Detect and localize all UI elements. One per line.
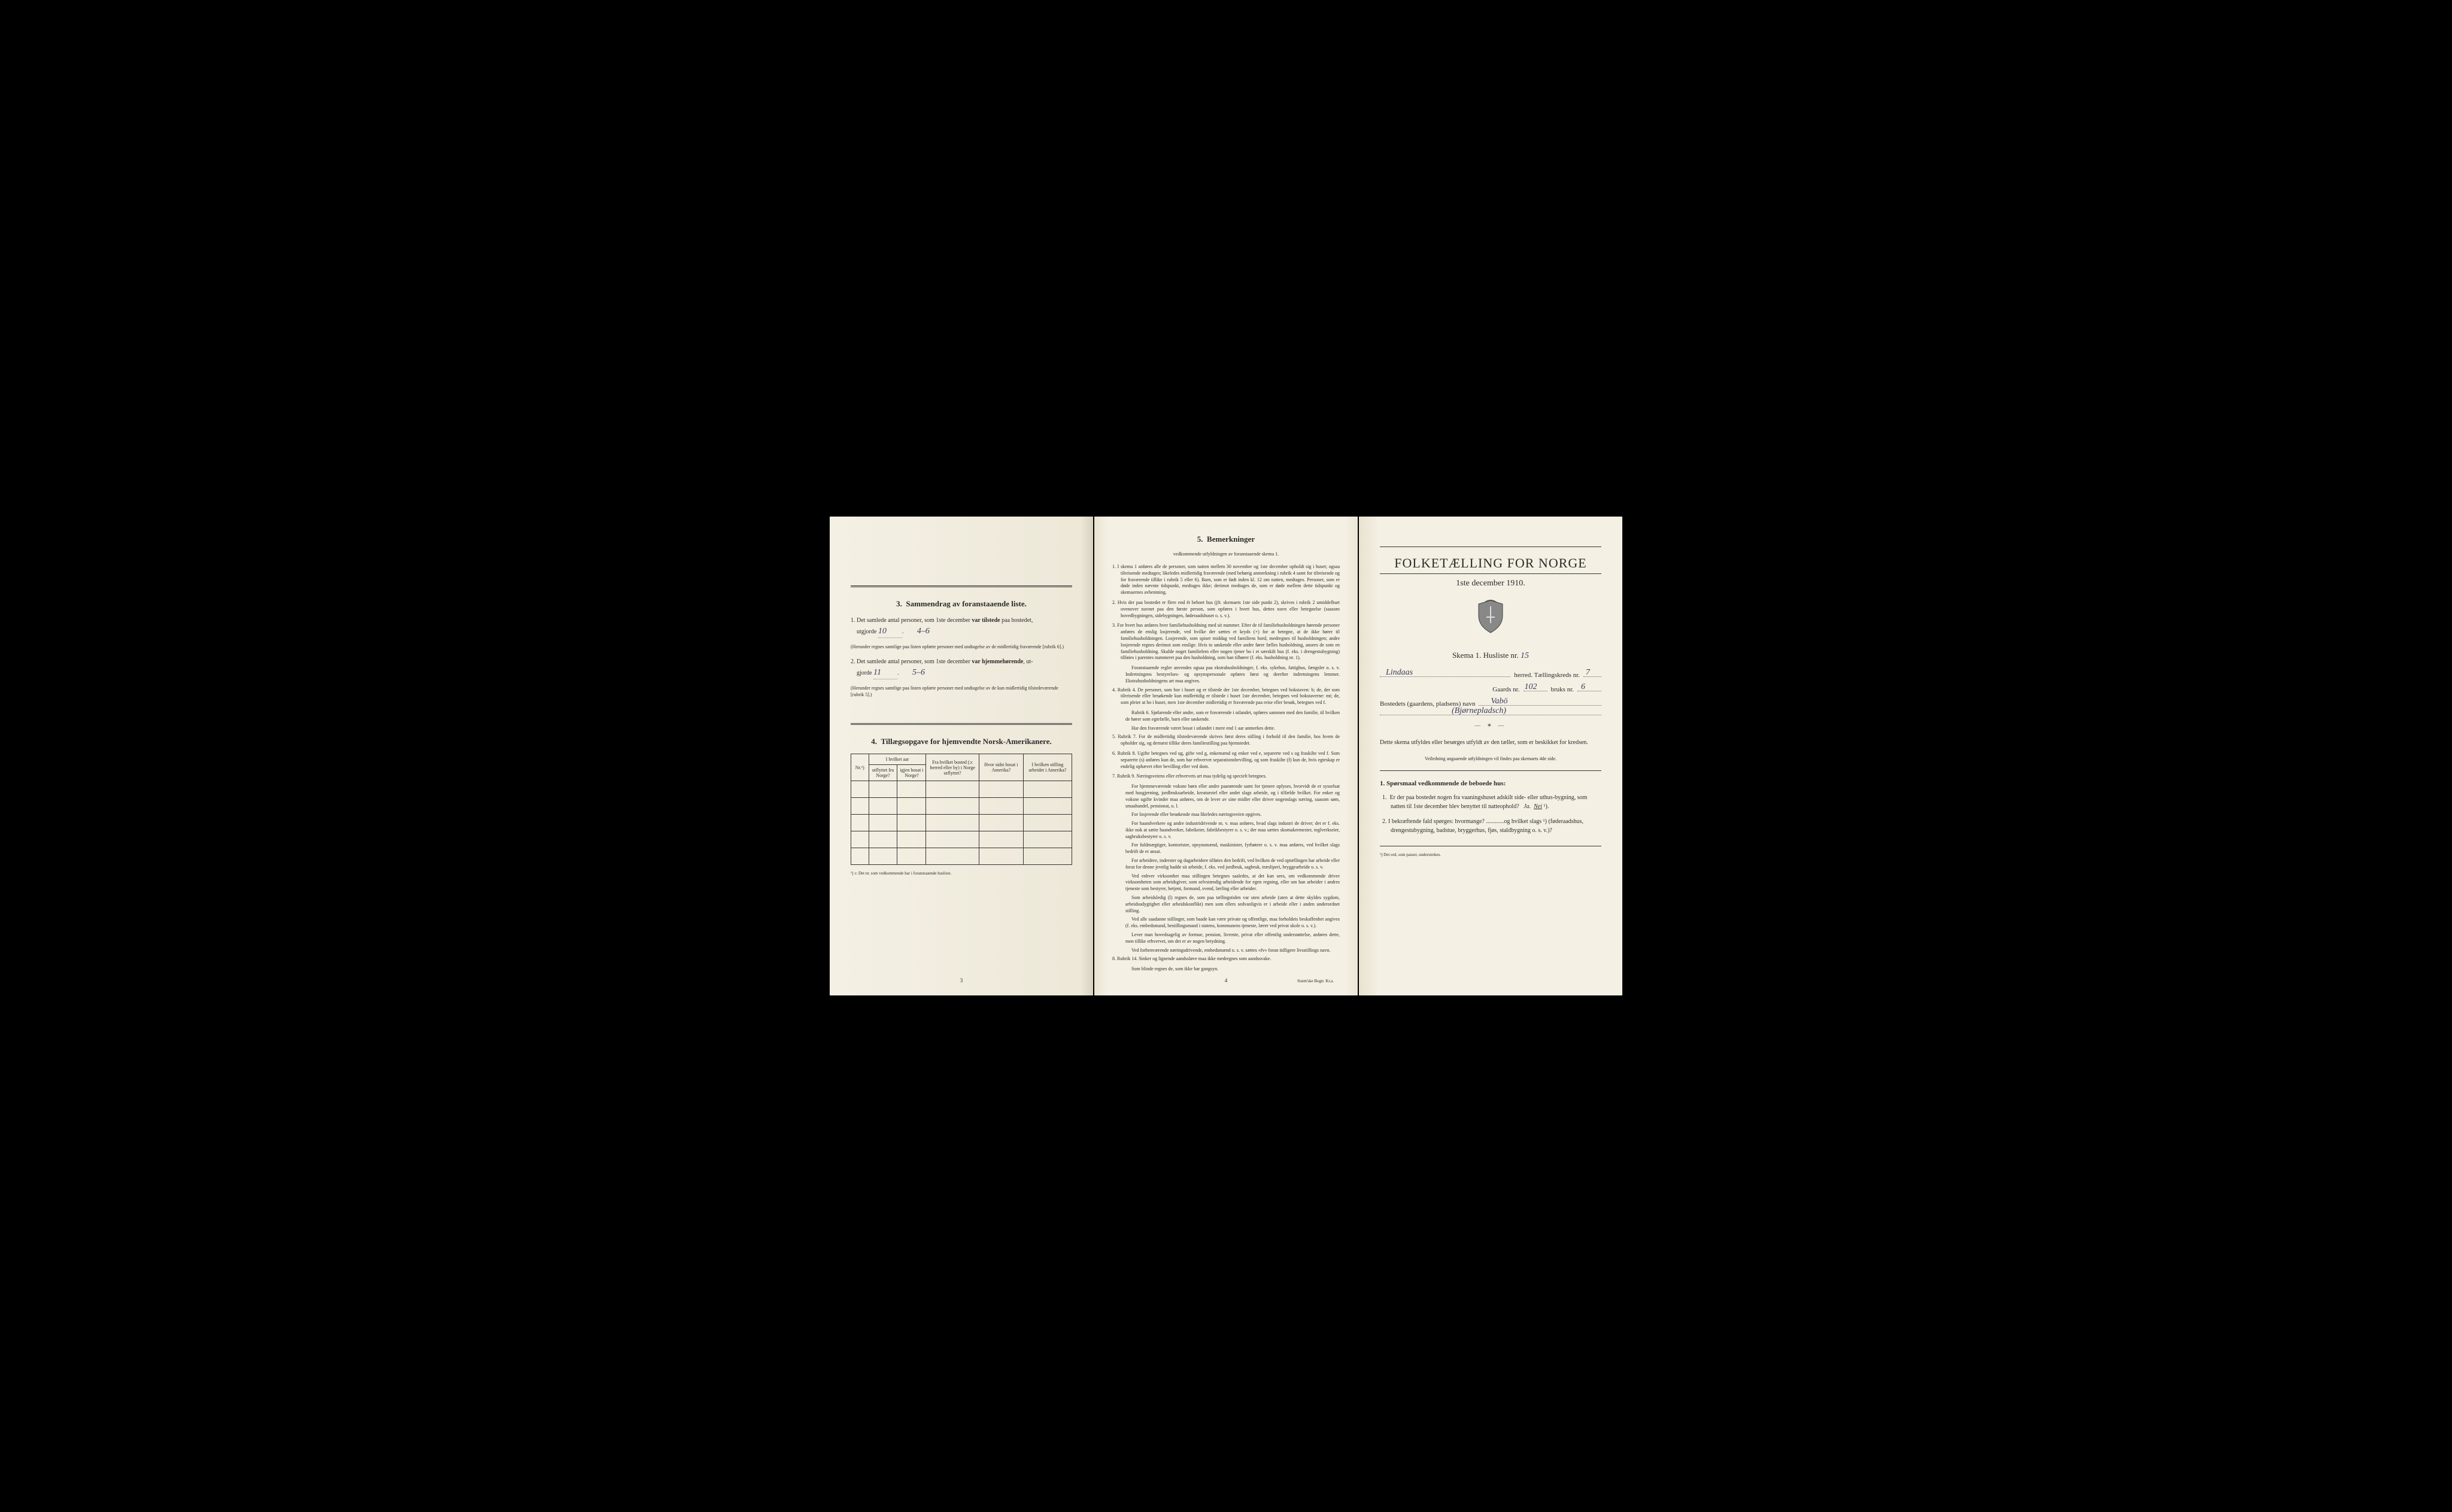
th-from: Fra hvilket bosted (ɔ: herred eller by) … — [926, 754, 979, 781]
inst-5: 5. Rubrik 7. For de midlertidig tilstede… — [1112, 734, 1340, 747]
page-left: 3. Sammendrag av foranstaaende liste. 1.… — [830, 517, 1093, 995]
s3-paren1: (Herunder regnes samtlige paa listen opf… — [851, 644, 1072, 650]
inst-7f: For arbeidere, inderster og dagarbeidere… — [1112, 858, 1340, 871]
page-number-3: 3 — [960, 977, 963, 983]
question-1: 1. Er der paa bostedet nogen fra vaaning… — [1380, 793, 1601, 811]
right-footnote: ¹) Det ord, som passer, understrekes. — [1380, 852, 1601, 857]
inst-7d: For haandverkere og andre industridriven… — [1112, 821, 1340, 840]
section-5-subtitle: vedkommende utfyldningen av foranstaaend… — [1112, 551, 1340, 557]
section-4-title: 4. Tillægsopgave for hjemvendte Norsk-Am… — [851, 737, 1072, 746]
inst-7k: Ved forhenværende næringsdrivende, embed… — [1112, 948, 1340, 954]
inst-7b: For hjemmeværende voksne børn eller andr… — [1112, 784, 1340, 809]
page-number-4: 4 — [1225, 977, 1228, 983]
table-row — [851, 831, 1072, 848]
question-2: 2. I bekræftende fald spørges: hvormange… — [1380, 817, 1601, 835]
hw-bruks: 6 — [1581, 682, 1585, 692]
table-row — [851, 848, 1072, 865]
inst-7: 7. Rubrik 9. Næringsveiens eller erhverv… — [1112, 773, 1340, 780]
hw-bosted1: Vabö — [1491, 697, 1507, 706]
emigrant-table: Nr.¹) I hvilket aar Fra hvilket bosted (… — [851, 754, 1072, 865]
section-5-title: 5. Bemerkninger — [1112, 535, 1340, 544]
hw-husliste-nr: 15 — [1521, 651, 1529, 660]
skema-line: Skema 1. Husliste nr. 15 — [1380, 651, 1601, 661]
subtitle-date: 1ste december 1910. — [1380, 579, 1601, 588]
table-body — [851, 781, 1072, 865]
inst-4c: Har den fraværende været bosat i utlande… — [1112, 725, 1340, 732]
hw-count-1b: 4–6 — [917, 627, 930, 636]
inst-7h: Som arbeidsledig (l) regnes de, som paa … — [1112, 895, 1340, 914]
inst-2: 2. Hvis der paa bostedet er flere end ét… — [1112, 600, 1340, 619]
s3-item2: 2. Det samlede antal personer, som 1ste … — [851, 657, 1072, 679]
inst-3b: Foranstaaende regler anvendes ogsaa paa … — [1112, 665, 1340, 684]
inst-6: 6. Rubrik 8. Ugifte betegnes ved ug, gif… — [1112, 751, 1340, 770]
th-work: I hvilken stilling arbeidet i Amerika? — [1023, 754, 1072, 781]
rule — [851, 723, 1072, 725]
table-row — [851, 798, 1072, 815]
s4-footnote: ¹) ɔ: Det nr. som vedkommende har i fora… — [851, 871, 1072, 876]
hw-count-2b: 5–6 — [912, 668, 925, 677]
th-year: I hvilket aar — [869, 754, 926, 765]
section-3-title: 3. Sammendrag av foranstaaende liste. — [851, 599, 1072, 609]
th-nr: Nr.¹) — [851, 754, 869, 781]
instructions-list: 1. I skema 1 anføres alle de personer, s… — [1112, 564, 1340, 973]
inst-8b: Som blinde regnes de, som ikke har gangs… — [1112, 966, 1340, 973]
ornament-icon: ― ✶ ― — [1380, 722, 1601, 729]
hw-gaards: 102 — [1525, 682, 1537, 692]
printer-mark: Stæm'ske Bogtr. Kr.a. — [1297, 979, 1334, 983]
hw-count-2a: 11 — [873, 668, 881, 677]
th-returned: igjen bosat i Norge? — [897, 765, 926, 781]
q-heading: 1. Spørsmaal vedkommende de beboede hus: — [1380, 780, 1601, 787]
main-instruction: Dette skema utfyldes eller besørges utfy… — [1380, 738, 1601, 747]
rule — [851, 585, 1072, 587]
inst-4: 4. Rubrik 4. De personer, som bor i huse… — [1112, 687, 1340, 706]
main-title: FOLKETÆLLING FOR NORGE — [1380, 555, 1601, 571]
hw-count-1a: 10 — [878, 627, 887, 636]
table-row — [851, 815, 1072, 831]
th-where: Hvor sidst bosat i Amerika? — [979, 754, 1024, 781]
inst-8: 8. Rubrik 14. Sinker og lignende aandssl… — [1112, 956, 1340, 963]
inst-7i: Ved alle saadanne stillinger, som baade … — [1112, 916, 1340, 930]
coat-of-arms-icon — [1380, 599, 1601, 640]
herred-line: Lindaas herred. Tællingskreds nr. 7 — [1380, 672, 1601, 679]
hw-herred: Lindaas — [1386, 668, 1413, 678]
page-right: FOLKETÆLLING FOR NORGE 1ste december 191… — [1359, 517, 1622, 995]
inst-7j: Lever man hovedsagelig av formue, pensio… — [1112, 932, 1340, 945]
th-emigrated: utflyttet fra Norge? — [869, 765, 897, 781]
inst-7e: For fuldmægtiger, kontorister, opsynsmæn… — [1112, 842, 1340, 855]
inst-4b: Rubrik 6. Sjøfarende eller andre, som er… — [1112, 710, 1340, 723]
s3-paren2: (Herunder regnes samtlige paa listen opf… — [851, 685, 1072, 698]
hw-kreds: 7 — [1586, 668, 1590, 678]
inst-7c: For losjerende eller besøkende maa likel… — [1112, 812, 1340, 818]
inst-1: 1. I skema 1 anføres alle de personer, s… — [1112, 564, 1340, 596]
document-spread: 3. Sammendrag av foranstaaende liste. 1.… — [830, 517, 1622, 995]
hw-bosted2: (Bjørnepladsch) — [1452, 706, 1506, 716]
table-row — [851, 781, 1072, 798]
inst-7g: Ved enhver virksomhet maa stillingen bet… — [1112, 873, 1340, 892]
gaards-line: Gaards nr. 102 bruks nr. 6 — [1380, 686, 1601, 693]
inst-3: 3. For hvert hus anføres hver familiehus… — [1112, 623, 1340, 661]
instruction-small: Veiledning angaaende utfyldningen vil fi… — [1380, 756, 1601, 761]
page-middle: 5. Bemerkninger vedkommende utfyldningen… — [1094, 517, 1358, 995]
s3-item1: 1. Det samlede antal personer, som 1ste … — [851, 616, 1072, 638]
